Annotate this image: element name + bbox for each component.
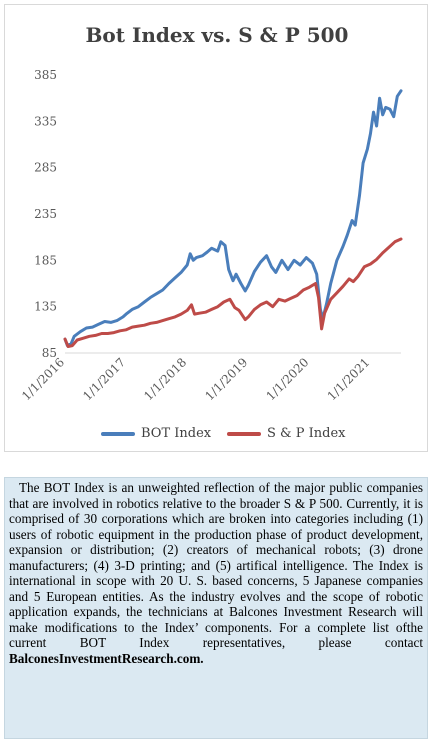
x-tick-label: 1/1/2017 bbox=[80, 355, 128, 403]
line-chart: 385 335 285 235 185 135 851/1/2016 1/1/2017 1/1/… bbox=[19, 68, 403, 403]
description-text: The BOT Index is an unweighted reflectio… bbox=[9, 480, 423, 650]
y-tick-label: 285 bbox=[34, 161, 57, 175]
legend-item-sp: S & P Index bbox=[227, 426, 345, 441]
contact-link[interactable]: BalconesInvestmentResearch.com. bbox=[9, 650, 204, 666]
chart-container: Bot Index vs. S & P 500 385 335 285 235 185 1… bbox=[4, 4, 428, 452]
x-tick-label: 1/1/2020 bbox=[263, 355, 311, 403]
legend-label-bot: BOT Index bbox=[141, 426, 212, 441]
x-tick-label: 1/1/2016 bbox=[19, 355, 67, 403]
x-tick-label: 1/1/2018 bbox=[141, 355, 189, 403]
sp-index-line bbox=[63, 237, 403, 348]
y-tick-label: 85 bbox=[42, 346, 57, 360]
y-tick-label: 385 bbox=[34, 68, 57, 82]
legend-label-sp: S & P Index bbox=[267, 426, 346, 441]
legend-swatch-bot bbox=[101, 431, 135, 436]
y-tick-label: 185 bbox=[34, 253, 57, 267]
legend-swatch-sp bbox=[227, 431, 261, 436]
y-tick-label: 335 bbox=[34, 114, 57, 128]
bot-index-line bbox=[63, 89, 403, 348]
description-panel: The BOT Index is an unweighted reflectio… bbox=[4, 477, 428, 739]
x-tick-label: 1/1/2019 bbox=[202, 355, 250, 403]
y-tick-label: 135 bbox=[34, 300, 57, 314]
y-tick-label: 235 bbox=[34, 207, 57, 221]
x-tick-label: 1/1/2021 bbox=[325, 355, 373, 403]
legend-item-bot: BOT Index bbox=[101, 426, 211, 441]
chart-title: Bot Index vs. S & P 500 bbox=[85, 23, 349, 47]
